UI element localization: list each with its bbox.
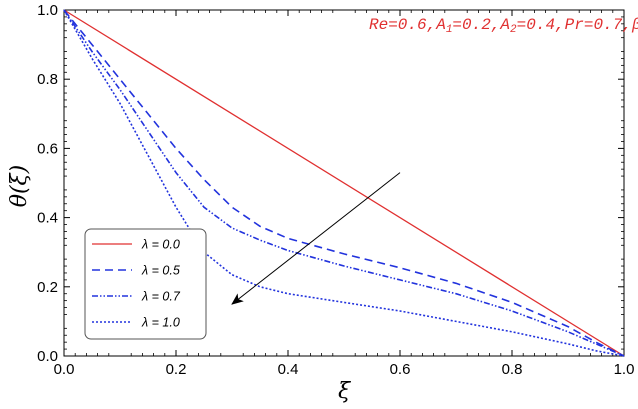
- y-tick-label: 0.4: [37, 210, 58, 227]
- parameter-annotation: Re=0.6,A1=0.2,A2=0.4,Pr=0.7,β=0.9: [369, 16, 638, 36]
- x-axis-label: ξ: [338, 379, 352, 404]
- y-tick-label: 1.0: [37, 2, 58, 19]
- x-tick-label: 0.4: [278, 361, 299, 378]
- y-tick-label: 0.0: [37, 348, 58, 365]
- series-line-3: [63, 9, 625, 357]
- x-tick-label: 0.0: [54, 361, 75, 378]
- x-tick-label: 0.2: [166, 361, 187, 378]
- y-tick-label: 0.6: [37, 140, 58, 157]
- series-layer: [63, 9, 625, 357]
- legend: λ = 0.0 λ = 0.5 λ = 0.7 λ = 1.0: [84, 228, 207, 340]
- legend-box: [84, 228, 207, 340]
- series-line-1: [63, 9, 625, 357]
- x-tick-label: 0.6: [390, 361, 411, 378]
- series-line-0: [63, 9, 625, 357]
- y-tick-label: 0.2: [37, 279, 58, 296]
- y-tick-label: 0.8: [37, 71, 58, 88]
- series-line-2: [63, 9, 625, 357]
- x-tick-label: 1.0: [614, 361, 635, 378]
- trend-arrow: [231, 172, 401, 305]
- legend-items: λ = 0.0 λ = 0.5 λ = 0.7 λ = 1.0: [92, 238, 181, 330]
- legend-label-3: λ = 1.0: [141, 316, 180, 330]
- legend-label-0: λ = 0.0: [141, 238, 180, 252]
- legend-label-2: λ = 0.7: [141, 290, 181, 304]
- legend-label-1: λ = 0.5: [141, 264, 180, 278]
- plot-frame: [63, 9, 625, 357]
- x-tick-label: 0.8: [502, 361, 523, 378]
- axis-ticks: 0.0 0.2 0.4 0.6 0.8 1.0 0.0 0.2 0.4 0.6 0.8 1.0: [37, 2, 634, 378]
- y-axis-label: θ(ξ): [7, 165, 32, 208]
